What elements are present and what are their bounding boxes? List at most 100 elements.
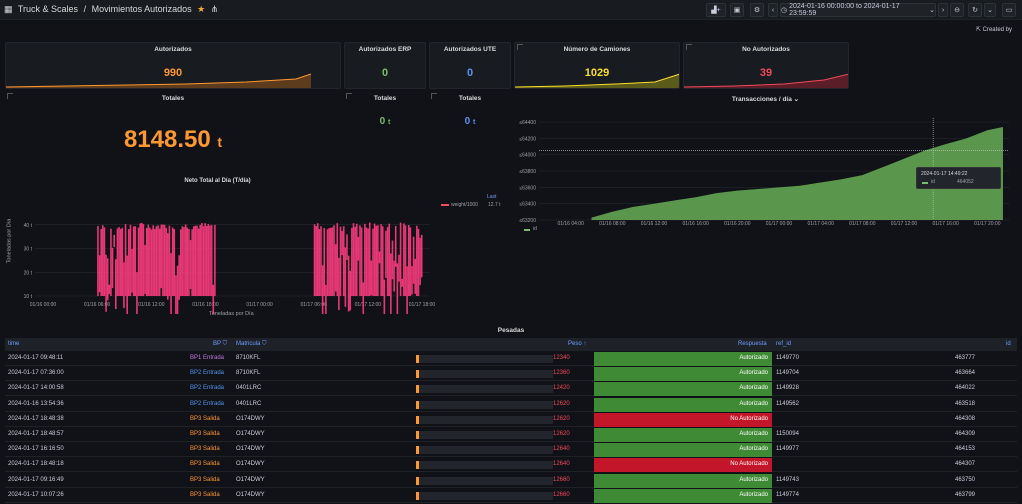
panel-transacciones[interactable]: Transacciones / día ⌄ ≤64400 ≤64200 ≤64000… [514, 92, 1017, 242]
time-back-button[interactable]: ‹ [768, 3, 778, 17]
x-tick-label: 01/17 20:00 [974, 221, 1001, 227]
bar [194, 225, 197, 296]
table-row[interactable]: 2024-01-17 18:48:18 BP3 Salida O174DWY 1264… [5, 458, 1017, 473]
table-row[interactable]: 2024-01-17 16:16:50 BP3 Salida O174DWY 1264… [5, 443, 1017, 458]
created-by[interactable]: ⇱ Created by [976, 26, 1012, 33]
table-row[interactable]: 2024-01-17 09:16:49 BP3 Salida O174DWY 1266… [5, 473, 1017, 488]
panel-drag-handle[interactable] [686, 44, 692, 50]
filter-icon[interactable]: ⛉ [222, 341, 228, 347]
cell-time: 2024-01-17 09:16:49 [8, 476, 64, 483]
time-range-picker[interactable]: ◷ 2024-01-16 00:00:00 to 2024-01-17 23:5… [780, 3, 936, 17]
cell-time: 2024-01-17 16:16:50 [8, 446, 64, 453]
column-header-id[interactable]: id [1006, 341, 1011, 347]
chart-title-group[interactable]: Transacciones / día ⌄ [514, 95, 1017, 103]
bar [372, 228, 374, 296]
grid-icon[interactable]: ▦ [4, 4, 13, 14]
refresh-interval-dropdown[interactable]: ⌄ [984, 3, 996, 17]
panel-drag-handle[interactable] [517, 44, 523, 50]
bar [338, 257, 340, 311]
y-tick-label: ≤63800 [519, 169, 536, 175]
panel-totales-ute[interactable]: Totales 0 t [429, 92, 511, 132]
bar [153, 228, 156, 296]
column-header-peso[interactable]: Peso ↑ [568, 341, 586, 347]
bar [123, 262, 125, 309]
bar [414, 258, 417, 294]
column-header-bp[interactable]: BP ⛉ [213, 341, 227, 348]
bar [320, 226, 322, 296]
legend-header[interactable]: Last [487, 194, 497, 200]
table-row[interactable]: 2024-01-17 18:48:57 BP3 Salida O174DWY 1262… [5, 428, 1017, 442]
panel-neto-total[interactable]: Neto Total al Día (T/día) Toneladas por … [5, 174, 510, 324]
cell-id: 464309 [955, 431, 976, 437]
bar [158, 228, 161, 296]
table-row[interactable]: 2024-01-17 10:07:26 BP3 Salida O174DWY 1266… [5, 488, 1017, 503]
legend-series[interactable]: id [533, 226, 537, 232]
settings-button[interactable]: ⚙ [750, 3, 764, 17]
table-row[interactable]: 2024-01-17 07:36:00 BP2 Entrada 8710KFL 123… [5, 367, 1017, 382]
column-header-time[interactable]: time [8, 341, 20, 347]
panel-totales-erp[interactable]: Totales 0 t [344, 92, 426, 132]
panel-autorizados[interactable]: Autorizados 990 [5, 42, 341, 89]
bar [119, 228, 122, 296]
table-row[interactable]: 2024-01-17 14:00:58 BP2 Entrada 0401LRC 124… [5, 382, 1017, 397]
panel-numero-camiones[interactable]: Número de Camiones 1029 [514, 42, 680, 89]
bar [205, 225, 208, 296]
tooltip-time: 2024-01-17 14:49:22 [921, 171, 968, 177]
zoom-out-button[interactable]: ⊖ [950, 3, 964, 17]
legend-series[interactable]: weight/1000 [451, 202, 478, 208]
cell-bp: BP2 Entrada [190, 385, 225, 392]
bar [201, 223, 203, 296]
table-row[interactable]: 2024-01-16 13:54:36 BP2 Entrada 0401LRC 126… [5, 397, 1017, 412]
add-panel-button[interactable]: ▟+ [706, 3, 726, 17]
filter-icon[interactable]: ⛉ [262, 341, 267, 347]
table-row[interactable]: 2024-01-17 18:48:38 BP3 Salida O174DWY 1262… [5, 412, 1017, 427]
panel-drag-handle[interactable] [431, 93, 437, 99]
share-icon[interactable]: ⋔ [210, 4, 219, 14]
bar [380, 224, 382, 296]
table-row[interactable]: 2024-01-17 09:48:11 BP1 Entrada 8710KFL 123… [5, 352, 1017, 366]
tooltip-swatch [922, 182, 928, 184]
y-tick-label: ≤63200 [519, 218, 536, 224]
cell-id: 463664 [955, 370, 976, 377]
panel-autorizados-ute[interactable]: Autorizados UTE 0 [429, 42, 511, 89]
panel-totales-main[interactable]: Totales 8148.50 t [5, 92, 341, 172]
bar [357, 236, 360, 261]
bar [399, 222, 402, 296]
time-range-label: 2024-01-16 00:00:00 to 2024-01-17 23:59:… [789, 3, 900, 17]
panel-autorizados-erp[interactable]: Autorizados ERP 0 [344, 42, 426, 89]
x-tick-label: 01/17 12:00 [355, 302, 382, 308]
bar [403, 223, 405, 296]
chevron-down-icon: ⌄ [927, 7, 935, 14]
panel-no-autorizados[interactable]: No Autorizados 39 [683, 42, 849, 89]
panel-title: Totales [458, 95, 482, 102]
cell-matricula: O174DWY [236, 476, 265, 483]
breadcrumb-folder[interactable]: Truck & Scales [17, 4, 79, 14]
column-header-matricula[interactable]: Matricula ⛉ [236, 341, 267, 348]
panel-title: Autorizados [154, 46, 192, 53]
bar [377, 225, 379, 296]
chevron-left-icon: ‹ [771, 6, 775, 14]
bar [347, 255, 350, 312]
column-header-respuesta[interactable]: Respuesta [738, 341, 767, 347]
column-header-ref[interactable]: ref_id [776, 341, 792, 347]
save-button[interactable]: ▣ [730, 3, 744, 17]
bar [419, 237, 421, 286]
cell-ref: 1150094 [776, 431, 799, 437]
y-tick-label: 10 t [24, 294, 33, 300]
cell-peso: 12640 [553, 461, 570, 468]
star-icon[interactable]: ★ [197, 4, 206, 14]
cell-peso: 12620 [553, 431, 570, 437]
panel-drag-handle[interactable] [7, 93, 13, 99]
x-tick-label: 01/16 04:00 [557, 221, 584, 227]
panel-drag-handle[interactable] [346, 93, 352, 99]
cell-respuesta: Autorizado [594, 397, 772, 412]
time-forward-button[interactable]: › [938, 3, 948, 17]
cell-id: 464308 [955, 415, 976, 422]
bar [110, 228, 112, 296]
tv-mode-button[interactable]: ▭ [1002, 3, 1016, 17]
bar [111, 247, 114, 289]
refresh-button[interactable]: ↻ [968, 3, 982, 17]
x-tick-label: 01/16 16:00 [682, 221, 709, 227]
bar [168, 225, 171, 296]
panel-title: Autorizados ERP [358, 46, 412, 53]
